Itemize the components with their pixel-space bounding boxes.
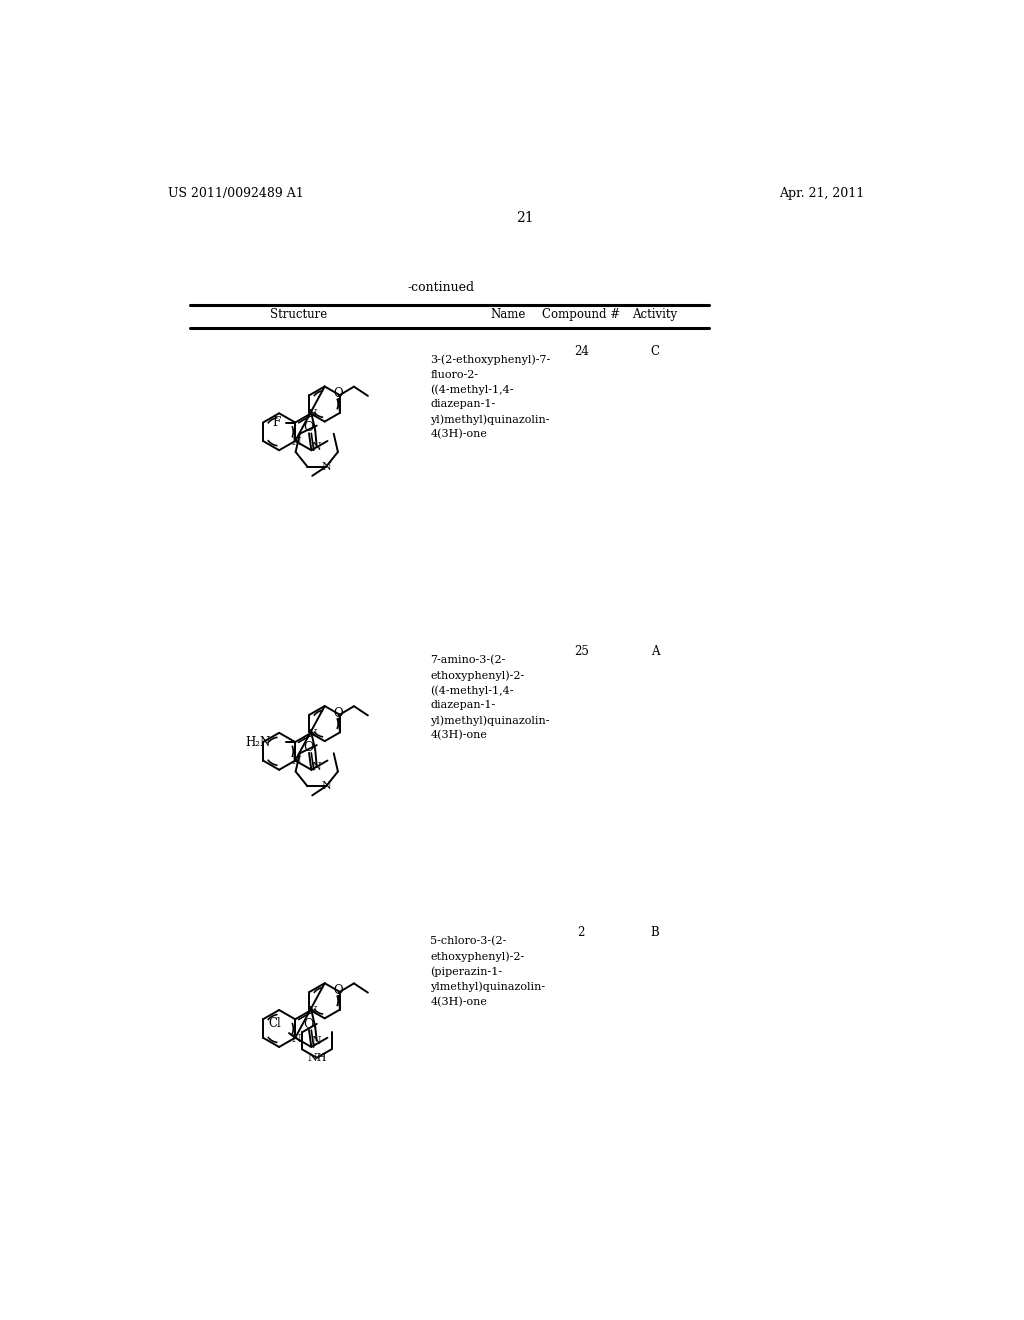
- Text: N: N: [291, 1034, 301, 1044]
- Text: 24: 24: [573, 345, 589, 358]
- Text: N: N: [307, 1006, 317, 1016]
- Text: O: O: [334, 706, 343, 719]
- Text: NH: NH: [307, 1053, 327, 1063]
- Text: O: O: [334, 387, 343, 400]
- Text: 7-amino-3-(2-
ethoxyphenyl)-2-
((4-methyl-1,4-
diazepan-1-
yl)methyl)quinazolin-: 7-amino-3-(2- ethoxyphenyl)-2- ((4-methy…: [430, 655, 550, 741]
- Text: O: O: [303, 1018, 313, 1031]
- Text: N: N: [312, 1036, 322, 1045]
- Text: O: O: [303, 741, 313, 754]
- Text: B: B: [650, 927, 659, 939]
- Text: Structure: Structure: [270, 308, 327, 321]
- Text: N: N: [307, 409, 317, 418]
- Text: N: N: [322, 781, 331, 791]
- Text: Apr. 21, 2011: Apr. 21, 2011: [779, 187, 864, 199]
- Text: Name: Name: [490, 308, 525, 321]
- Text: N: N: [291, 437, 301, 446]
- Text: O: O: [303, 421, 313, 434]
- Text: H₂N: H₂N: [245, 735, 270, 748]
- Text: N: N: [322, 462, 331, 471]
- Text: N: N: [312, 442, 322, 453]
- Text: Cl: Cl: [268, 1016, 282, 1030]
- Text: C: C: [650, 345, 659, 358]
- Text: N: N: [291, 756, 301, 767]
- Text: F: F: [272, 416, 281, 429]
- Text: Compound #: Compound #: [543, 308, 621, 321]
- Text: A: A: [650, 645, 659, 659]
- Text: 25: 25: [573, 645, 589, 659]
- Text: Activity: Activity: [633, 308, 678, 321]
- Text: O: O: [334, 983, 343, 997]
- Text: 3-(2-ethoxyphenyl)-7-
fluoro-2-
((4-methyl-1,4-
diazepan-1-
yl)methyl)quinazolin: 3-(2-ethoxyphenyl)-7- fluoro-2- ((4-meth…: [430, 355, 551, 440]
- Text: N: N: [312, 762, 322, 772]
- Text: N: N: [307, 729, 317, 739]
- Text: 5-chloro-3-(2-
ethoxyphenyl)-2-
(piperazin-1-
ylmethyl)quinazolin-
4(3H)-one: 5-chloro-3-(2- ethoxyphenyl)-2- (piperaz…: [430, 936, 546, 1007]
- Text: -continued: -continued: [407, 281, 474, 294]
- Text: 21: 21: [516, 211, 534, 224]
- Text: US 2011/0092489 A1: US 2011/0092489 A1: [168, 187, 304, 199]
- Text: 2: 2: [578, 927, 585, 939]
